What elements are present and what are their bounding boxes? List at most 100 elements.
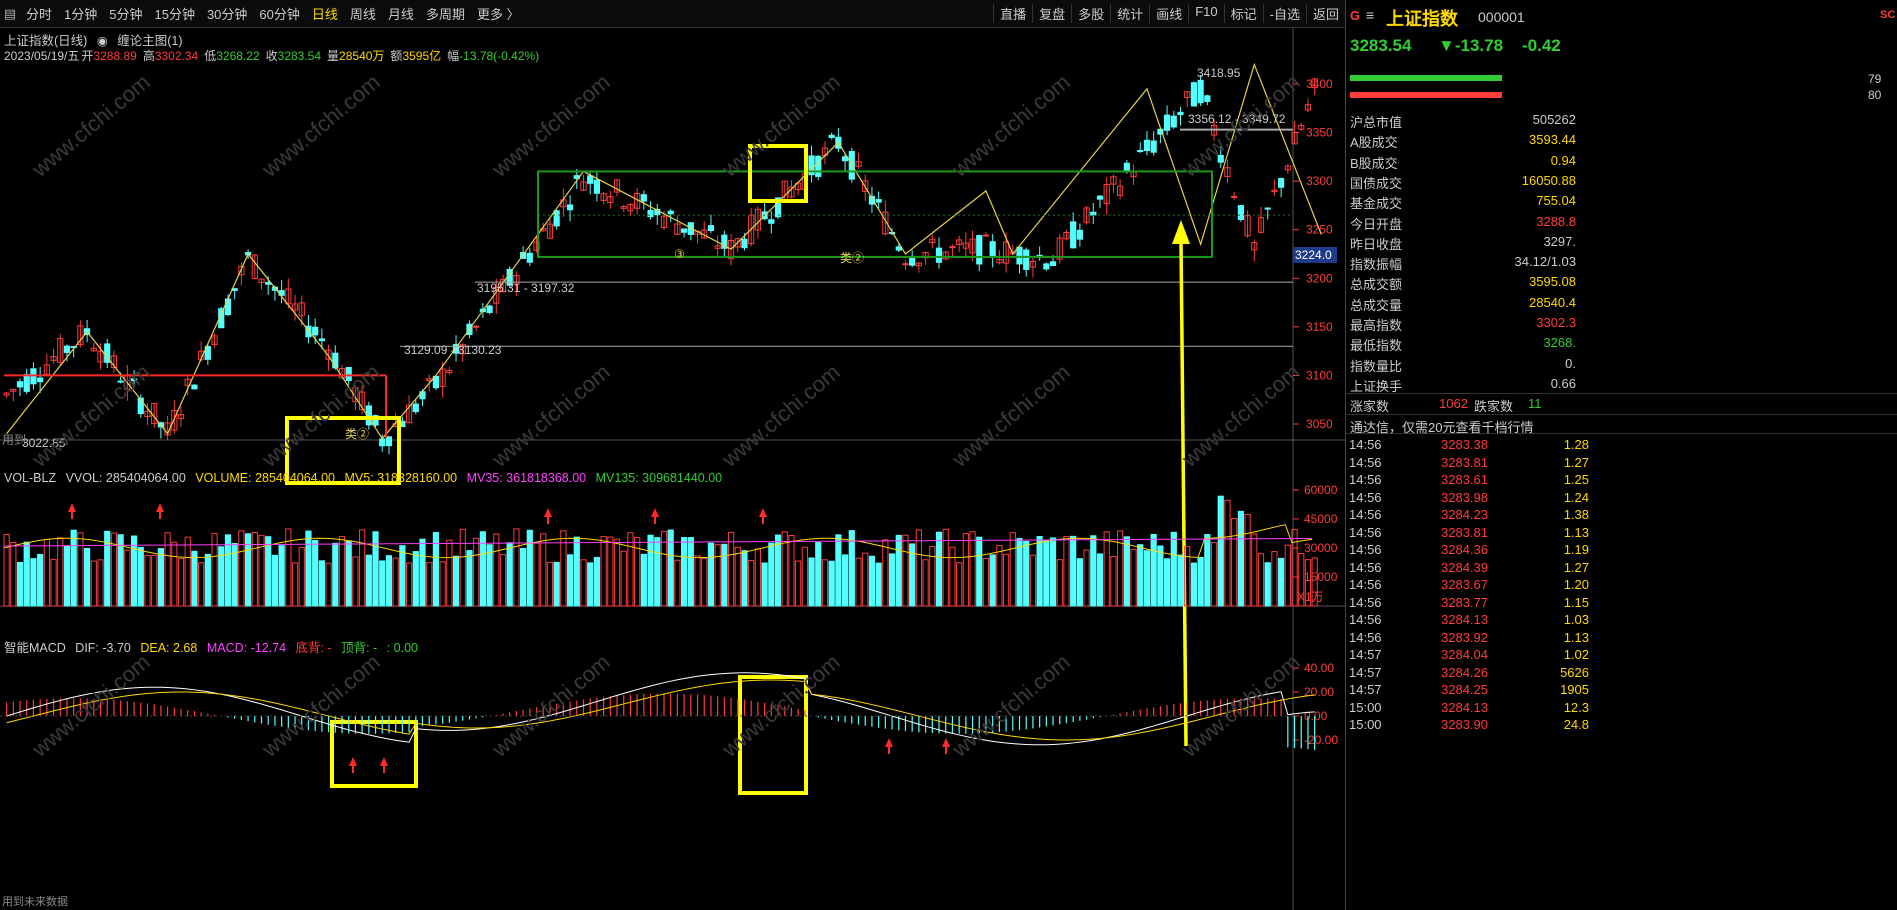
volume-bar [714, 544, 721, 607]
macd-indicator-name[interactable]: 智能MACD [4, 641, 66, 655]
tool-button-5[interactable]: F10 [1188, 4, 1223, 23]
stat-row: 指数振幅 34.12/1.03 [1346, 252, 1897, 272]
tool-button-4[interactable]: 画线 [1149, 4, 1188, 23]
volume-bar [446, 539, 453, 607]
volume-bar [70, 529, 77, 607]
volume-bar [915, 529, 922, 607]
tick-price: 3283.81 [1441, 454, 1488, 470]
tick-vol: 1.38 [1563, 507, 1589, 522]
volume-bar [620, 550, 627, 607]
volume-bar [1298, 552, 1305, 607]
volume-bar [432, 532, 440, 607]
candle-body [1304, 104, 1312, 111]
period-tab-0[interactable]: 分时 [26, 7, 53, 22]
volume-bar [1076, 558, 1083, 607]
volume-bar [1083, 549, 1090, 607]
volume-bar [587, 562, 594, 607]
candle-body [1257, 217, 1265, 233]
tick-row: 14:56 3284.23 1.38 [1346, 507, 1897, 525]
volume-bar [258, 534, 265, 607]
volume-bar [151, 555, 158, 607]
stat-label: 总成交量 [1350, 297, 1403, 313]
candle-body [748, 214, 755, 245]
volume-bar [1224, 499, 1231, 607]
volume-indicator-name[interactable]: VOL-BLZ [4, 471, 57, 485]
side-menu-icon[interactable]: ≡ [1366, 7, 1375, 23]
tick-price: 3284.13 [1441, 612, 1488, 627]
volume-bar [57, 537, 64, 607]
volume-bar [815, 542, 822, 607]
tick-time: 14:56 [1349, 507, 1382, 522]
volume-bar [1184, 546, 1191, 607]
tick-vol: 1.28 [1563, 437, 1589, 452]
period-tab-6[interactable]: 日线 [311, 7, 338, 22]
stat-label: 昨日收盘 [1350, 236, 1403, 252]
arrow-shaft [1179, 239, 1188, 747]
candle-body [1190, 82, 1198, 107]
period-tab-8[interactable]: 月线 [387, 7, 414, 22]
tick-time: 14:56 [1349, 559, 1382, 575]
tool-button-0[interactable]: 直播 [993, 4, 1032, 23]
breadth-bar-top [1350, 75, 1502, 81]
price-tick-label: 3350 [1306, 126, 1333, 140]
volume-bar [1170, 531, 1177, 607]
volume-bar [493, 533, 500, 607]
period-tab-3[interactable]: 15分钟 [154, 7, 195, 22]
candle-body [580, 181, 587, 191]
candle-body [546, 223, 554, 239]
tick-price: 3283.92 [1441, 629, 1488, 645]
period-tab-9[interactable]: 多周期 [425, 7, 465, 22]
volume-bar [1291, 529, 1298, 607]
volume-bar [1130, 548, 1137, 607]
tick-row: 14:57 3284.04 1.02 [1346, 647, 1897, 665]
tool-button-7[interactable]: -自选 [1262, 4, 1306, 23]
volume-bar [566, 554, 574, 607]
tool-button-1[interactable]: 复盘 [1032, 4, 1071, 23]
range-annotation: 3195.31 - 3197.32 [477, 281, 575, 295]
period-tab-10[interactable]: 更多 〉 [476, 7, 520, 22]
chart-area[interactable]: 3400 3350 3300 3250 3200 3150 3100 3050 3418.95 3… [0, 28, 1345, 910]
tick-time: 14:56 [1349, 454, 1382, 470]
candle-body [305, 325, 312, 338]
stat-row: 昨日收盘 3297. [1346, 232, 1897, 252]
stat-value: 3302.3 [1536, 315, 1576, 330]
volume-bar [473, 537, 480, 607]
tool-button-6[interactable]: 标记 [1223, 4, 1263, 23]
watermark: www.cfchi.com [716, 649, 844, 762]
candle-body [1271, 189, 1278, 192]
tick-vol: 1.25 [1563, 472, 1589, 487]
candle-body [97, 350, 104, 363]
menu-icon[interactable]: ▤ [3, 5, 17, 21]
period-tab-5[interactable]: 60分钟 [259, 7, 300, 22]
chart-canvas[interactable]: 340033503300325032003150310030503418.953… [0, 28, 1345, 910]
tool-button-8[interactable]: 返回 [1305, 4, 1345, 23]
promo-link[interactable]: 通达信，仅需20元查看千档行情 [1346, 414, 1897, 435]
candle-body [902, 263, 909, 266]
stat-row: 今日开盘 3288.8 [1346, 212, 1897, 232]
period-tab-4[interactable]: 30分钟 [206, 7, 248, 22]
volume-bar [392, 557, 399, 607]
candle-body [895, 246, 902, 251]
volume-bar [969, 531, 976, 607]
tool-button-2[interactable]: 多股 [1071, 4, 1110, 23]
candle-body [935, 247, 943, 263]
volume-bar [667, 529, 674, 607]
macd-dif-line [6, 672, 1315, 746]
tick-vol: 1.13 [1563, 629, 1589, 645]
period-tab-7[interactable]: 周线 [349, 7, 376, 22]
tick-row: 14:56 3283.61 1.25 [1346, 472, 1897, 490]
watermark: www.cfchi.com [486, 649, 614, 762]
eye-icon[interactable]: ◉ [96, 34, 108, 48]
indicator-name[interactable]: 缠论主图(1) [117, 34, 183, 48]
volume-bar [949, 546, 956, 607]
tool-button-3[interactable]: 统计 [1110, 4, 1149, 23]
period-tab-1[interactable]: 1分钟 [64, 7, 98, 22]
buy-arrow [885, 738, 893, 747]
volume-bar [77, 532, 84, 607]
candle-body [607, 196, 614, 203]
period-tab-2[interactable]: 5分钟 [109, 7, 143, 22]
candle-body [16, 381, 24, 388]
candle-body [1163, 114, 1171, 131]
candle-body [929, 238, 936, 243]
volume-bar [1056, 559, 1063, 607]
